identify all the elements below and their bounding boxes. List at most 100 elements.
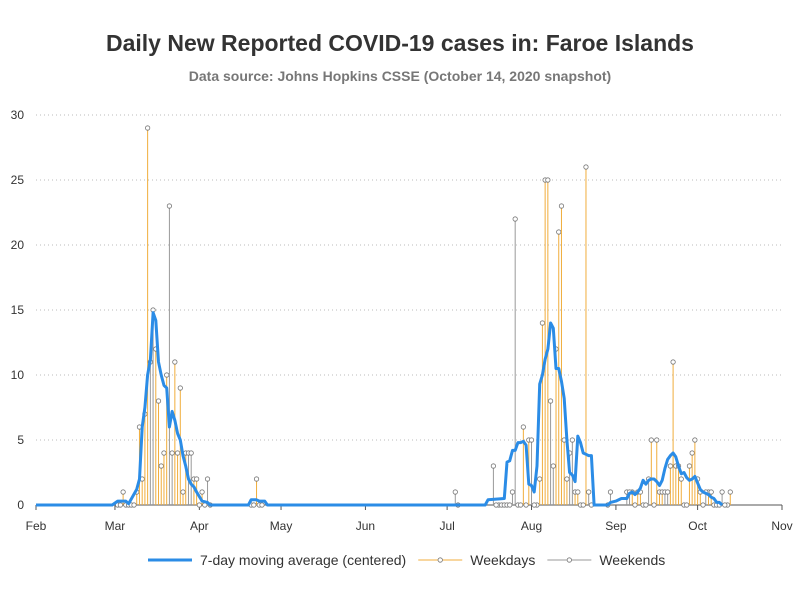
point-marker	[545, 177, 551, 183]
data-point	[722, 502, 728, 508]
x-tick-label: Aug	[521, 519, 542, 533]
data-point	[493, 502, 499, 508]
point-marker	[251, 502, 257, 508]
data-point	[204, 476, 211, 505]
point-marker	[678, 476, 684, 482]
series-weekends	[128, 203, 728, 508]
data-point	[169, 450, 175, 505]
data-point	[700, 502, 706, 508]
point-marker	[607, 489, 614, 495]
point-marker	[509, 489, 516, 495]
data-point	[509, 489, 516, 505]
point-marker	[155, 398, 162, 404]
data-point	[452, 489, 458, 505]
data-point	[654, 437, 660, 505]
y-tick-label: 15	[11, 303, 25, 317]
data-point	[523, 502, 529, 508]
point-marker	[665, 489, 671, 495]
point-marker	[564, 476, 570, 482]
legend: 7-day moving average (centered) Weekdays W…	[148, 552, 665, 568]
data-point	[575, 489, 581, 505]
x-tick-label: Nov	[771, 519, 792, 533]
point-marker	[654, 437, 660, 443]
data-point	[153, 346, 159, 505]
chart-title: Daily New Reported COVID-19 cases in: Fa…	[106, 30, 694, 56]
data-point	[531, 502, 537, 508]
point-marker	[684, 502, 690, 508]
point-marker	[556, 229, 562, 235]
point-marker	[194, 476, 200, 482]
data-point	[537, 476, 543, 505]
data-point	[719, 489, 725, 505]
data-point	[632, 502, 638, 508]
point-marker	[177, 385, 183, 391]
point-marker	[586, 489, 592, 495]
data-point	[550, 463, 556, 505]
data-point	[161, 450, 167, 505]
data-point	[172, 359, 178, 505]
point-marker	[161, 450, 167, 456]
legend-label: Weekends	[599, 552, 665, 568]
point-marker	[512, 216, 518, 222]
point-marker	[727, 489, 733, 495]
data-point	[518, 502, 524, 508]
point-marker	[648, 437, 654, 443]
data-point	[684, 502, 690, 508]
point-marker	[692, 437, 698, 443]
point-marker	[686, 463, 693, 469]
point-marker	[670, 359, 676, 365]
point-marker	[569, 437, 575, 443]
point-marker	[196, 502, 202, 508]
point-marker	[539, 320, 546, 326]
y-tick-label: 0	[17, 498, 24, 512]
point-marker	[452, 489, 458, 495]
point-marker	[204, 476, 211, 482]
data-point	[520, 424, 526, 505]
data-point	[643, 502, 649, 508]
point-marker	[550, 463, 556, 469]
x-tick-label: Apr	[190, 519, 209, 533]
y-axis-ticks: 0 5 10 15 20 25 30	[11, 108, 25, 512]
point-marker	[174, 450, 181, 456]
point-marker	[259, 502, 265, 508]
data-point	[547, 398, 554, 505]
point-marker	[180, 489, 186, 495]
point-marker	[166, 203, 173, 209]
point-marker	[722, 502, 728, 508]
point-marker	[643, 502, 649, 508]
legend-label: 7-day moving average (centered)	[200, 552, 406, 568]
point-marker	[583, 164, 589, 170]
data-point	[678, 476, 684, 505]
series-weekdays	[115, 125, 733, 508]
data-point	[158, 463, 164, 505]
point-marker	[523, 502, 529, 508]
chart-subtitle: Data source: Johns Hopkins CSSE (October…	[188, 68, 612, 84]
point-marker	[537, 476, 543, 482]
point-marker	[651, 502, 657, 508]
y-tick-label: 10	[11, 368, 25, 382]
point-marker	[131, 502, 137, 508]
moving-average-series	[36, 311, 724, 507]
point-marker	[632, 502, 638, 508]
moving-average-line	[36, 311, 724, 507]
point-marker	[164, 372, 170, 378]
point-marker	[700, 502, 706, 508]
point-marker	[172, 359, 178, 365]
data-point	[569, 437, 575, 505]
data-point	[558, 203, 565, 505]
y-tick-label: 20	[11, 238, 25, 252]
data-point	[528, 437, 535, 505]
point-marker	[558, 203, 565, 209]
point-marker	[493, 502, 499, 508]
data-point	[586, 489, 592, 505]
x-tick-label: Oct	[688, 519, 707, 533]
data-point	[155, 398, 162, 505]
data-point	[553, 346, 559, 505]
point-marker	[158, 463, 164, 469]
data-point	[651, 502, 657, 508]
data-point	[539, 320, 546, 505]
data-point	[117, 502, 124, 508]
legend-item: Weekdays	[418, 552, 535, 568]
data-point	[166, 203, 173, 505]
